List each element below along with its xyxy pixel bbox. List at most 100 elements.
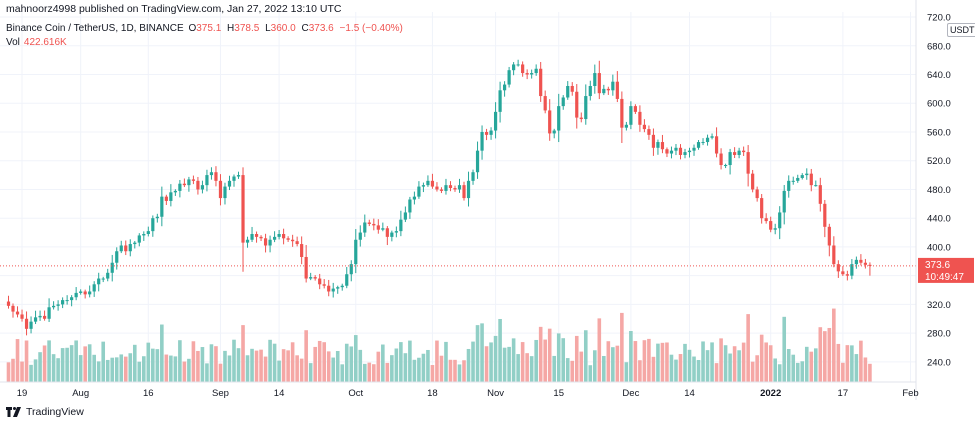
volume-bar <box>804 346 809 382</box>
volume-bar <box>597 318 602 382</box>
volume-bar <box>408 340 412 382</box>
symbol-title[interactable]: Binance Coin / TetherUS, 1D, BINANCE <box>6 23 184 34</box>
candle-body <box>426 180 430 186</box>
volume-bar <box>750 361 755 382</box>
candle-body <box>593 73 597 86</box>
time-tick-label: Nov <box>487 388 504 399</box>
candle-body <box>412 196 416 200</box>
volume-bar <box>259 349 263 382</box>
candle-body <box>796 177 800 181</box>
volume-bar <box>399 342 403 382</box>
volume-bar <box>286 350 290 382</box>
candle-body <box>38 315 42 318</box>
volume-bar <box>372 364 376 382</box>
candle-body <box>101 278 105 280</box>
volume-label[interactable]: Vol <box>6 37 20 48</box>
candle-body <box>363 222 367 233</box>
candle-body <box>15 311 20 315</box>
candle-body <box>823 203 827 227</box>
volume-bar <box>101 341 106 382</box>
candle-body <box>728 152 732 166</box>
volume-bar <box>489 342 493 382</box>
volume-bar <box>615 345 620 382</box>
candle-body <box>868 264 872 266</box>
close-value: 373.6 <box>308 23 334 34</box>
volume-bar <box>430 365 435 382</box>
volume-bar <box>169 355 173 382</box>
volume-bar <box>326 351 331 382</box>
volume-bar <box>611 347 615 382</box>
volume-bar <box>444 341 448 382</box>
volume-bar <box>448 359 453 382</box>
volume-bar <box>777 364 782 382</box>
candle-body <box>710 136 714 138</box>
volume-bars <box>6 308 872 382</box>
volume-bar <box>746 314 750 382</box>
volume-bar <box>381 344 385 382</box>
volume-bar <box>759 334 764 382</box>
volume-bar <box>335 351 340 382</box>
volume-bar <box>92 354 96 382</box>
candle-body <box>318 278 322 285</box>
price-tick-label: 320.0 <box>927 300 951 311</box>
volume-bar <box>696 359 701 382</box>
candle-body <box>579 117 583 120</box>
candle-body <box>245 239 250 243</box>
volume-bar <box>403 353 408 382</box>
candle-body <box>543 96 547 111</box>
currency-badge[interactable]: USDT <box>947 23 975 37</box>
candle-body <box>516 64 520 66</box>
candle-body <box>250 234 254 240</box>
volume-bar <box>579 351 584 382</box>
tradingview-logo[interactable]: TradingView <box>6 406 84 418</box>
time-tick-label: Feb <box>902 388 918 399</box>
change-value: −1.5 (−0.40%) <box>339 23 403 34</box>
volume-bar <box>114 357 119 382</box>
volume-bar <box>344 343 349 382</box>
volume-bar <box>732 346 737 382</box>
candle-body <box>385 228 389 237</box>
candle-body <box>97 278 101 285</box>
symbol-legend: Binance Coin / TetherUS, 1D, BINANCE O37… <box>6 23 406 34</box>
volume-bar <box>24 340 29 382</box>
volume-bar <box>620 312 624 382</box>
volume-bar <box>471 341 475 382</box>
time-tick-label: Oct <box>348 388 363 399</box>
candle-body <box>444 185 448 191</box>
candle-body <box>764 218 768 222</box>
volume-bar <box>241 325 245 382</box>
candle-body <box>128 244 132 252</box>
candle-body <box>674 147 678 151</box>
price-tick-label: 720.0 <box>927 13 951 24</box>
candle-body <box>47 307 51 319</box>
volume-bar <box>137 361 142 382</box>
candle-body <box>448 185 453 189</box>
volume-bar <box>502 347 507 382</box>
candle-body <box>642 124 647 130</box>
candle-body <box>286 238 290 240</box>
candle-body <box>304 256 308 279</box>
volume-bar <box>182 361 187 382</box>
time-tick-label: Dec <box>622 388 639 399</box>
volume-bar <box>417 357 421 382</box>
candle-body <box>584 96 588 120</box>
candle-body <box>29 321 33 329</box>
volume-bar <box>723 345 728 382</box>
volume-bar <box>538 326 543 382</box>
volume-bar <box>850 345 854 382</box>
volume-bar <box>647 338 651 382</box>
volume-bar <box>110 357 115 382</box>
volume-bar <box>96 361 101 382</box>
candle-body <box>106 272 110 279</box>
volume-bar <box>832 308 836 382</box>
volume-bar <box>227 355 232 382</box>
volume-bar <box>782 316 787 382</box>
candle-body <box>205 175 209 186</box>
candle-body <box>33 317 38 322</box>
volume-bar <box>187 358 191 382</box>
volume-bar <box>823 331 827 382</box>
volume-bar <box>791 354 796 382</box>
volume-bar <box>146 342 151 382</box>
